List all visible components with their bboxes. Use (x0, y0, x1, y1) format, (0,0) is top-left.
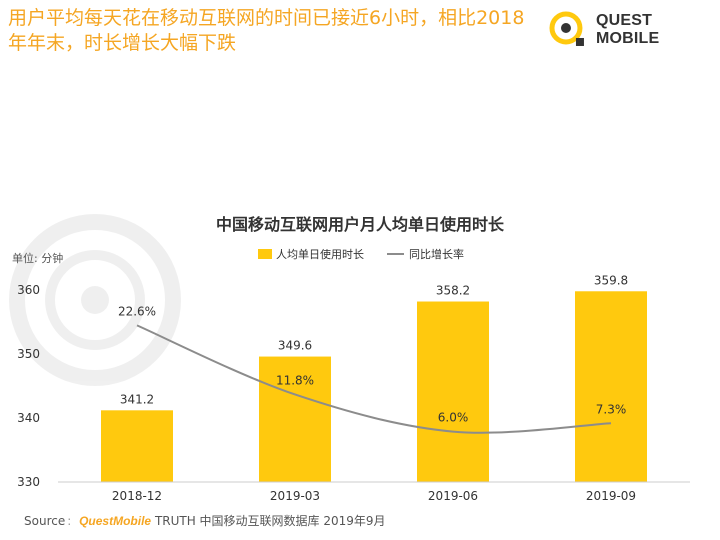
growth-rate-labels: 22.6% 11.8% 6.0% 7.3% (118, 304, 626, 424)
line-value-label: 22.6% (118, 304, 156, 318)
y-unit-label: 单位: 分钟 (12, 251, 63, 265)
headline: 用户平均每天花在移动互联网的时间已接近6小时，相比2018年年末，时长增长大幅下… (8, 7, 525, 54)
y-tick-label: 360 (17, 283, 40, 297)
source-label: Source (24, 514, 66, 528)
legend-line-label: 同比增长率 (409, 247, 464, 261)
bar-2019-03 (259, 356, 331, 482)
bar-2019-09 (575, 291, 647, 482)
bar-value-label: 358.2 (436, 284, 470, 298)
x-tick-label: 2019-03 (270, 489, 320, 503)
bars (101, 291, 647, 482)
bar-labels: 341.2 349.6 358.2 359.8 (120, 273, 628, 406)
line-value-label: 7.3% (596, 402, 627, 416)
quest-mobile-logo-icon (549, 11, 584, 46)
bar-value-label: 341.2 (120, 392, 154, 406)
x-tick-label: 2018-12 (112, 489, 162, 503)
x-tick-label: 2019-06 (428, 489, 478, 503)
y-tick-label: 340 (17, 411, 40, 425)
bar-value-label: 359.8 (594, 273, 628, 287)
legend: 人均单日使用时长 同比增长率 (258, 247, 464, 261)
growth-rate-line (136, 324, 612, 434)
source-brand: QuestMobile (79, 514, 152, 528)
x-axis: 2018-12 2019-03 2019-06 2019-09 (112, 489, 636, 503)
line-value-label: 6.0% (438, 411, 469, 425)
legend-bar-label: 人均单日使用时长 (276, 248, 364, 261)
bar-2018-12 (101, 410, 173, 482)
logo: QUEST MOBILE (548, 10, 720, 50)
y-tick-label: 330 (17, 475, 40, 489)
y-tick-label: 350 (17, 347, 40, 361)
logo-text: QUEST MOBILE (595, 12, 660, 47)
bar-2019-06 (417, 301, 489, 482)
x-tick-label: 2019-09 (586, 489, 636, 503)
legend-bar-swatch (258, 249, 272, 259)
line-value-label: 11.8% (276, 373, 314, 387)
watermark (9, 214, 181, 386)
chart-title: 中国移动互联网用户月人均单日使用时长 (216, 215, 505, 234)
y-axis: 330 340 350 360 (17, 283, 40, 489)
bar-value-label: 349.6 (278, 339, 312, 353)
source-note: Source: QuestMobile TRUTH 中国移动互联网数据库 201… (24, 514, 386, 528)
source-suffix: TRUTH 中国移动互联网数据库 2019年9月 (154, 514, 386, 528)
